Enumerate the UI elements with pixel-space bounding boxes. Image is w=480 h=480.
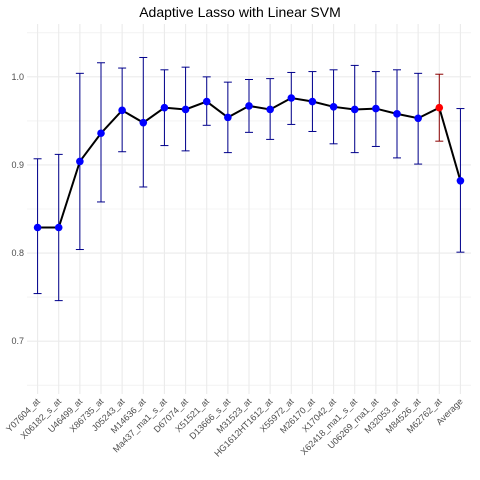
data-point — [181, 105, 190, 114]
data-point — [54, 223, 63, 232]
data-point — [329, 103, 338, 111]
y-tick-label: 0.7 — [11, 336, 24, 346]
data-point — [160, 103, 169, 112]
chart-title: Adaptive Lasso with Linear SVM — [139, 4, 341, 20]
data-point — [266, 105, 274, 114]
data-point — [139, 118, 148, 127]
data-point — [118, 106, 126, 115]
y-tick-label: 0.9 — [11, 160, 24, 170]
data-point — [350, 105, 359, 114]
data-point — [33, 223, 42, 232]
y-tick-label: 1.0 — [11, 72, 24, 82]
point-layer — [33, 94, 465, 232]
data-point — [308, 97, 317, 106]
data-point — [202, 97, 211, 106]
data-point — [456, 177, 465, 185]
data-point — [372, 104, 380, 113]
data-point — [224, 113, 232, 122]
data-point — [76, 157, 84, 166]
axis-layer: 0.70.80.91.0Y07604_atX06182_s_atU46499_a… — [4, 72, 465, 459]
y-tick-label: 0.8 — [11, 248, 24, 258]
data-point — [393, 110, 401, 118]
data-point — [287, 94, 296, 102]
data-point — [245, 102, 253, 110]
highlight-point — [435, 103, 444, 112]
data-point — [97, 129, 105, 138]
data-point — [414, 114, 422, 123]
